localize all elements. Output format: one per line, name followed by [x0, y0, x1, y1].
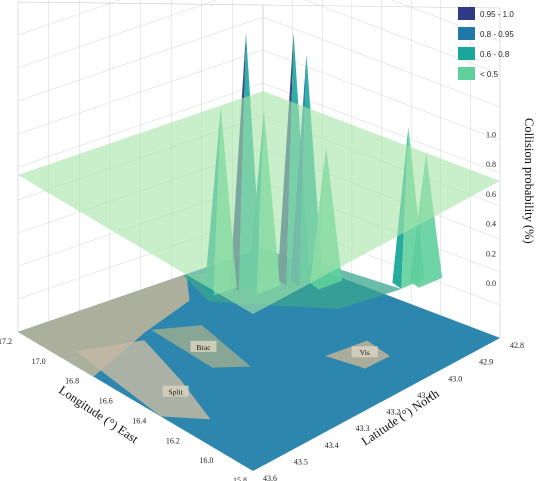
- y-tick-label: 43.1: [417, 391, 431, 400]
- x-tick-label: 17.0: [32, 357, 46, 366]
- coast-land: [18, 274, 190, 377]
- grid-line: [262, 16, 501, 108]
- grid-line: [262, 82, 501, 174]
- y-tick-label: 43.6: [263, 474, 277, 481]
- coast-land: [75, 340, 211, 420]
- z-tick-label: 0.2: [486, 249, 496, 258]
- z-tick-label: 0.6: [486, 190, 496, 199]
- grid-line: [17, 49, 264, 135]
- y-tick-label: 43.0: [448, 374, 462, 383]
- z-tick-label: 0.4: [486, 220, 496, 229]
- legend-label: 0.6 - 0.8: [480, 50, 510, 59]
- x-tick-label: 16.6: [99, 397, 113, 406]
- place-labels: Brac Split Vis: [162, 340, 378, 397]
- grid-line: [17, 82, 264, 168]
- y-tick-label: 43.2: [387, 408, 401, 417]
- place-label: Split: [169, 388, 184, 397]
- y-tick-label: 43.5: [294, 457, 308, 466]
- grid-line: [17, 0, 218, 69]
- x-tick-label: 16.4: [132, 416, 146, 425]
- threshold-plane: [18, 91, 500, 314]
- place-label: Vis: [360, 348, 370, 357]
- place-label: Brac: [196, 343, 211, 352]
- y-tick-label: 42.9: [479, 358, 493, 367]
- z-axis-label: Collision probability (%): [522, 118, 536, 244]
- y-tick-label: 43.3: [356, 424, 370, 433]
- legend-swatch: [458, 27, 475, 40]
- map-base: [18, 248, 500, 471]
- grid-line: [17, 16, 264, 102]
- grid-line: [391, 0, 501, 42]
- legend-swatch: [458, 7, 475, 20]
- legend-label: 0.8 - 0.95: [480, 30, 514, 39]
- legend-swatch: [458, 47, 475, 60]
- z-tick-label: 0.0: [486, 279, 496, 288]
- legend-label: < 0.5: [480, 70, 499, 79]
- threshold-plane-surface: [18, 91, 500, 314]
- x-tick-label: 17.2: [0, 337, 12, 346]
- x-tick-label: 16.8: [65, 377, 79, 386]
- z-tick-label: 1.0: [486, 131, 496, 140]
- y-tick-label: 43.4: [325, 441, 339, 450]
- place-marker: [351, 346, 378, 358]
- place-marker: [162, 385, 189, 397]
- place-marker: [190, 340, 217, 352]
- x-tick-label: 16.2: [166, 436, 180, 445]
- grid-line: [17, 0, 121, 36]
- axes-grid: [17, 0, 501, 339]
- z-tick-label: 0.8: [486, 160, 496, 169]
- y-tick-label: 42.8: [510, 341, 524, 350]
- legend-label: 0.95 - 1.0: [480, 10, 514, 19]
- grid-line: [262, 49, 501, 141]
- x-tick-label: 15.8: [233, 476, 247, 481]
- legend: 0.95 - 1.0 0.8 - 0.95 0.6 - 0.8 < 0.5: [458, 7, 514, 80]
- x-tick-label: 16.0: [199, 456, 213, 465]
- legend-swatch: [458, 67, 475, 80]
- axis-ticks: 17.2 17.0 16.8 16.6 16.4 16.2 16.0 15.8 43.6 43.5…: [0, 131, 524, 481]
